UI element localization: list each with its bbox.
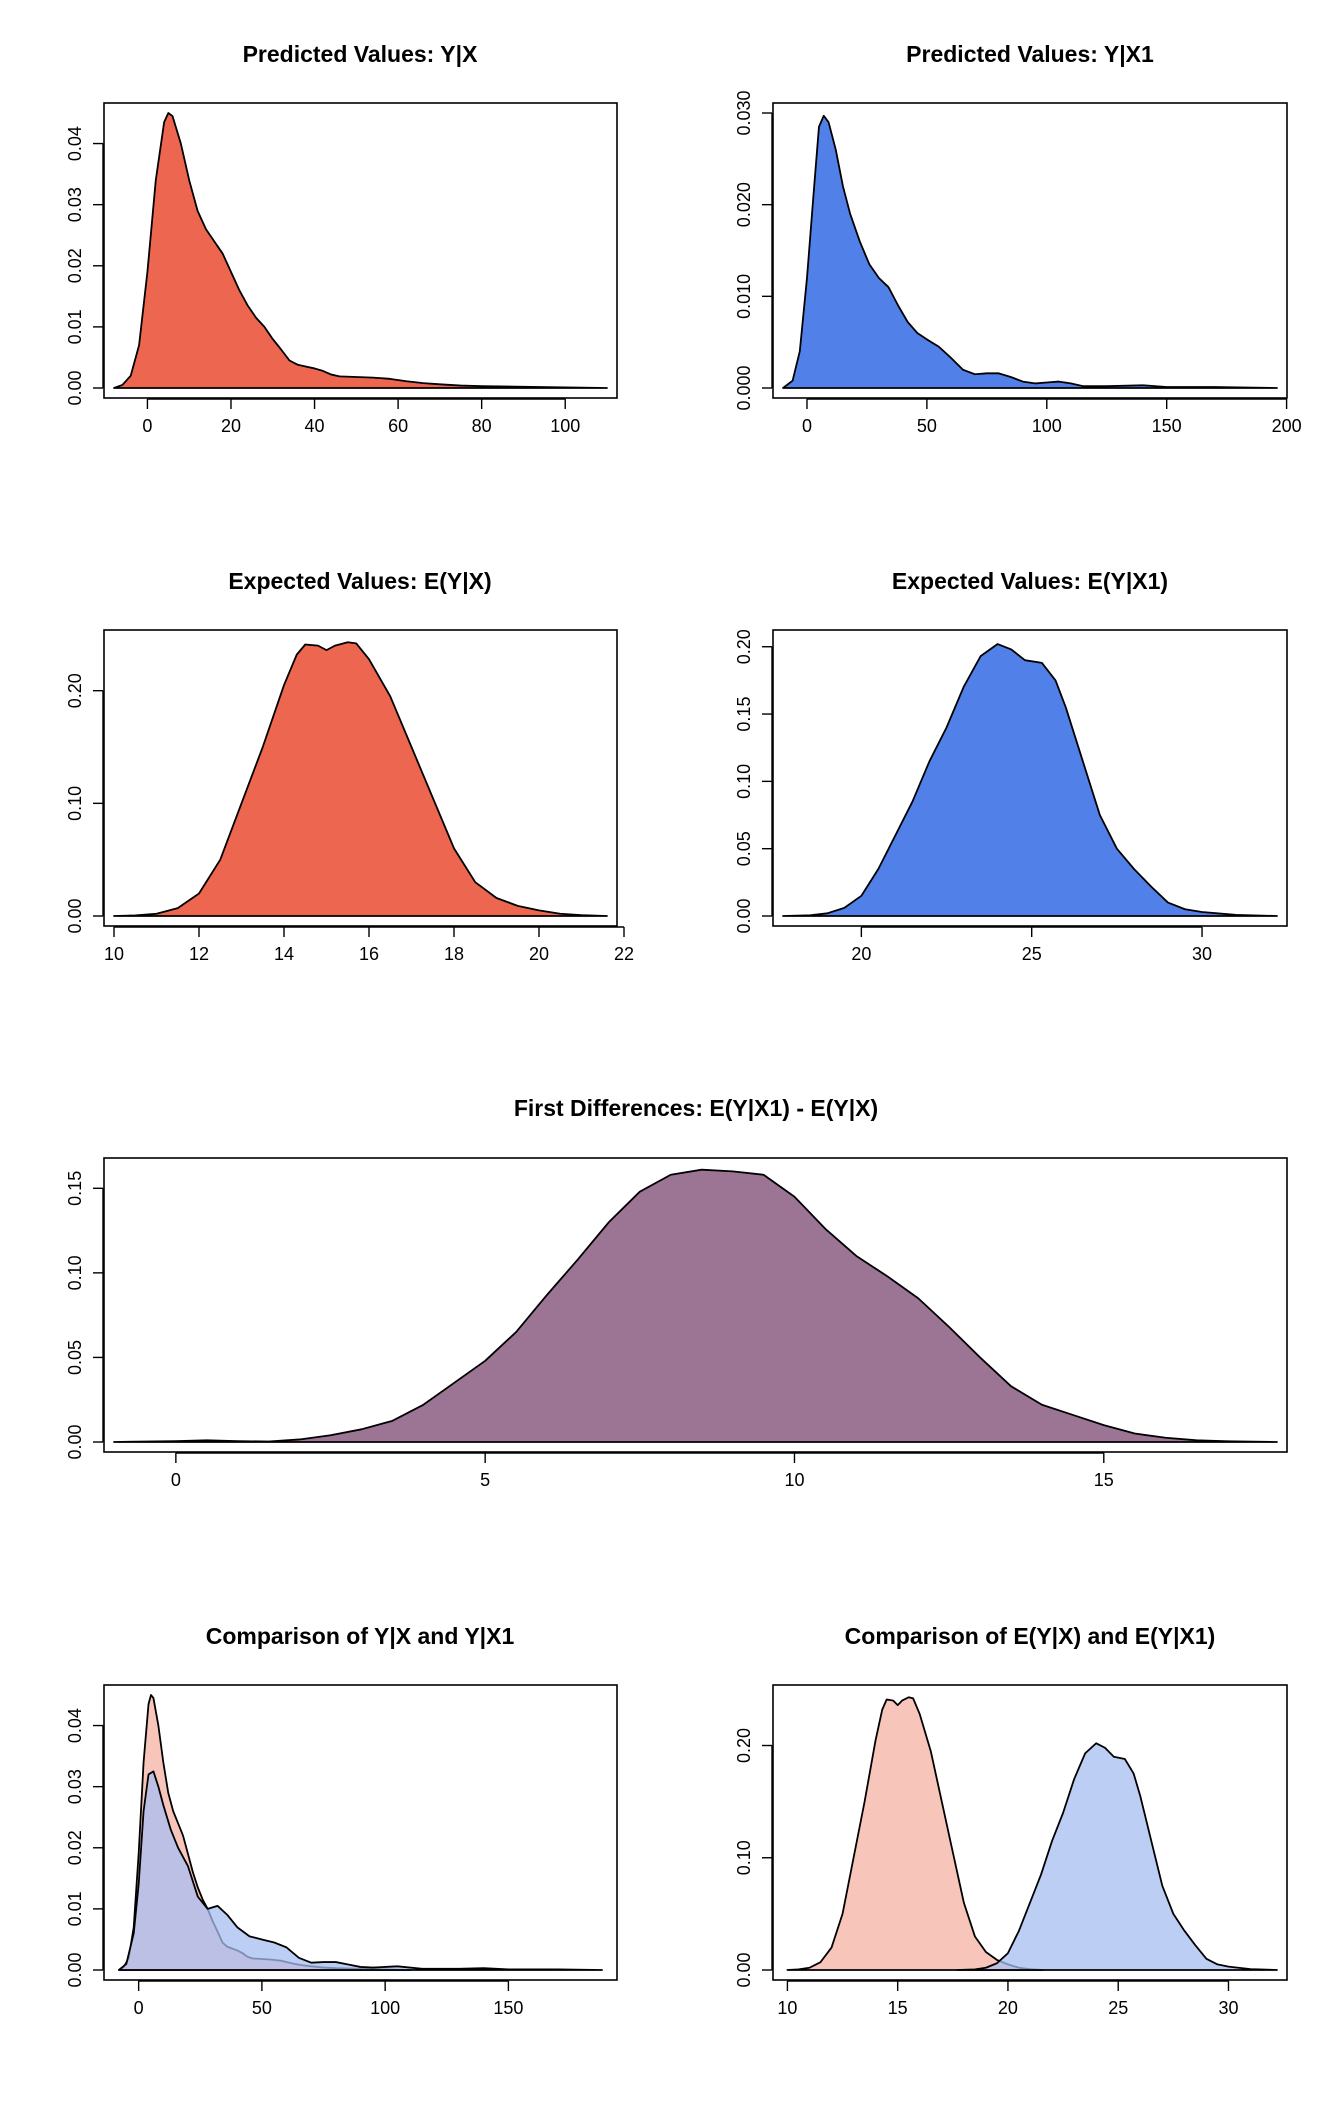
plot-frame [772,1684,1288,1981]
density-area-1 [782,643,1278,917]
y-tick-label: 0.05 [65,1340,85,1375]
density-area-2 [118,1770,603,1971]
y-tick-label: 0.02 [65,1830,85,1865]
x-tick-label: 22 [614,944,634,964]
x-tick-label: 5 [480,1470,490,1490]
panel-expected-e-y-x: Expected Values: E(Y|X) 10 12 14 16 18 20 22 0.… [65,568,634,964]
y-tick-label: 0.02 [65,248,85,283]
y-tick-label: 0.10 [734,764,754,799]
panel-title: Comparison of E(Y|X) and E(Y|X1) [845,1623,1216,1649]
x-tick-label: 40 [305,416,325,436]
y-tick-label: 0.20 [734,629,754,664]
density-area-1 [113,1168,1278,1443]
x-tick-label: 50 [252,1998,272,2018]
y-tick-label: 0.03 [65,1769,85,1804]
x-tick-label: 15 [1094,1470,1114,1490]
x-tick-label: 15 [888,1998,908,2018]
x-tick-label: 10 [104,944,124,964]
density-area-2 [956,1742,1278,1971]
density-area-1 [786,1696,1045,1971]
density-area-1 [113,641,608,917]
plot-frame [103,1684,618,1981]
x-tick-label: 18 [444,944,464,964]
x-tick-label: 150 [493,1998,523,2018]
y-tick-label: 0.00 [65,1952,85,1987]
panel-title: Comparison of Y|X and Y|X1 [206,1623,515,1649]
x-tick-label: 0 [802,416,812,436]
x-tick-label: 50 [917,416,937,436]
panel-comparison-y-x-y-x1: Comparison of Y|X and Y|X1 0 50 100 150 0.00… [65,1623,618,2018]
y-tick-label: 0.00 [65,898,85,933]
x-tick-label: 20 [851,944,871,964]
x-tick-label: 10 [777,1998,797,2018]
y-tick-label: 0.00 [734,1952,754,1987]
density-area-1 [782,114,1278,389]
y-tick-label: 0.10 [65,786,85,821]
y-tick-label: 0.04 [65,126,85,161]
density-area-1 [113,112,608,389]
x-tick-label: 150 [1152,416,1182,436]
panel-comparison-expected: Comparison of E(Y|X) and E(Y|X1) 10 15 20 2… [734,1623,1288,2018]
x-tick-label: 30 [1192,944,1212,964]
y-tick-label: 0.05 [734,831,754,866]
panel-title: Predicted Values: Y|X1 [906,41,1154,67]
plot-frame [103,1157,1288,1453]
x-tick-label: 20 [998,1998,1018,2018]
y-tick-label: 0.10 [65,1255,85,1290]
x-tick-label: 100 [370,1998,400,2018]
panel-predicted-y-x: Predicted Values: Y|X 0 20 40 60 80 100 0.00 0.… [65,41,618,436]
x-tick-label: 0 [142,416,152,436]
plot-frame [103,102,618,399]
panel-expected-e-y-x1: Expected Values: E(Y|X1) 20 25 30 0.00 0.05 0… [734,568,1288,964]
y-tick-label: 0.00 [65,1424,85,1459]
y-tick-label: 0.10 [734,1840,754,1875]
panel-title: First Differences: E(Y|X1) - E(Y|X) [514,1095,878,1121]
y-tick-label: 0.15 [65,1171,85,1206]
x-tick-label: 200 [1272,416,1302,436]
y-tick-label: 0.03 [65,187,85,222]
x-tick-label: 25 [1022,944,1042,964]
x-tick-label: 12 [189,944,209,964]
x-tick-label: 30 [1218,1998,1238,2018]
x-tick-label: 20 [221,416,241,436]
plot-frame [103,629,618,927]
panel-title: Expected Values: E(Y|X) [228,568,491,594]
panel-first-differences: First Differences: E(Y|X1) - E(Y|X) 0 5 10… [65,1095,1288,1490]
plot-frame [772,629,1288,927]
x-tick-label: 0 [171,1470,181,1490]
plot-frame [772,102,1288,399]
x-tick-label: 25 [1108,1998,1128,2018]
y-tick-label: 0.15 [734,697,754,732]
y-tick-label: 0.00 [65,370,85,405]
x-tick-label: 14 [274,944,294,964]
x-tick-label: 20 [529,944,549,964]
x-tick-label: 100 [1032,416,1062,436]
x-tick-label: 100 [550,416,580,436]
x-tick-label: 0 [134,1998,144,2018]
x-tick-label: 80 [472,416,492,436]
y-tick-label: 0.20 [734,1728,754,1763]
y-tick-label: 0.030 [734,90,754,135]
panel-title: Expected Values: E(Y|X1) [892,568,1168,594]
y-tick-label: 0.20 [65,673,85,708]
y-tick-label: 0.01 [65,309,85,344]
y-tick-label: 0.04 [65,1708,85,1743]
y-tick-label: 0.000 [734,365,754,410]
x-tick-label: 60 [388,416,408,436]
x-tick-label: 16 [359,944,379,964]
x-tick-label: 10 [784,1470,804,1490]
y-tick-label: 0.010 [734,274,754,319]
panel-predicted-y-x1: Predicted Values: Y|X1 0 50 100 150 200 0.000… [734,41,1302,436]
y-tick-label: 0.01 [65,1891,85,1926]
y-tick-label: 0.00 [734,898,754,933]
panel-title: Predicted Values: Y|X [243,41,478,67]
y-tick-label: 0.020 [734,182,754,227]
